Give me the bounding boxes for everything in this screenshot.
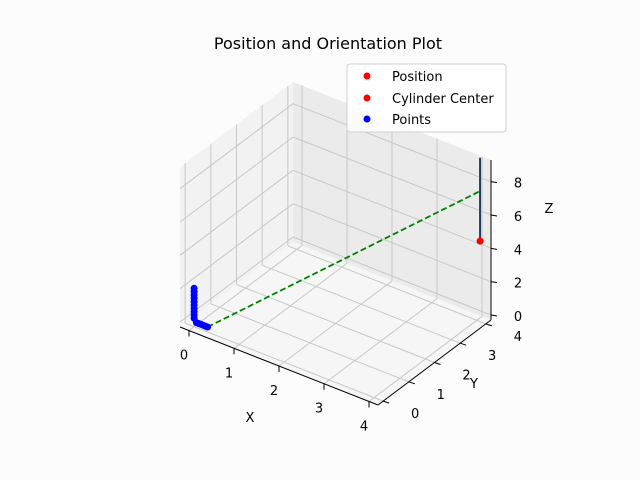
grid-line-y (261, 264, 461, 344)
grid-line-z (179, 236, 294, 323)
y-tick (382, 400, 390, 404)
data-point-points (204, 323, 212, 331)
y-tick (485, 323, 493, 327)
legend-marker-position (363, 72, 371, 80)
z-tick-label: 0 (514, 310, 522, 325)
y-tick-label: 4 (514, 330, 522, 345)
z-tick-label: 6 (514, 210, 522, 225)
y-tick (408, 381, 415, 385)
legend: Position Cylinder Center Points (346, 63, 507, 133)
y-tick (434, 362, 441, 365)
y-tick (460, 342, 467, 346)
z-tick-label: 4 (514, 243, 522, 258)
y-axis-label: Y (469, 377, 478, 392)
x-tick-label: 2 (270, 384, 278, 399)
data-line-dashed (207, 190, 481, 328)
legend-box (346, 63, 507, 133)
z-tick (490, 281, 498, 284)
z-tick (490, 314, 498, 317)
tick-marks (188, 181, 498, 408)
y-tick-label: 2 (462, 369, 470, 384)
z-axis-label: Z (545, 202, 554, 217)
data-point-points (190, 284, 198, 292)
grid-line-z (179, 136, 294, 223)
data-points (190, 237, 484, 331)
z-tick-label: 2 (514, 277, 522, 292)
grid-line-y (236, 284, 435, 363)
legend-label-cylinder-center: Cylinder Center (392, 92, 494, 107)
y-tick-label: 1 (437, 388, 445, 403)
legend-marker-cylinder-center (363, 94, 371, 102)
x-tick-label: 0 (180, 349, 188, 364)
axes-3d: 0 1 2 3 4 0 1 2 3 4 0 2 4 6 8 X Y Z (179, 82, 554, 435)
grid-line-z (292, 103, 492, 183)
grid-line-z (179, 169, 294, 256)
grid-line-y (287, 245, 487, 325)
grid-line-z (292, 169, 492, 249)
grid-line-z (179, 103, 294, 190)
legend-label-position: Position (392, 70, 443, 85)
tick-labels: 0 1 2 3 4 0 1 2 3 4 0 2 4 6 8 (180, 177, 522, 435)
grid-line-y (210, 303, 410, 383)
data-lines (207, 157, 482, 328)
x-tick-label: 3 (315, 402, 323, 417)
chart-title: Position and Orientation Plot (214, 34, 442, 53)
z-tick (490, 214, 498, 217)
grid-line-z (179, 203, 294, 290)
legend-label-points: Points (392, 113, 431, 128)
x-axis-label: X (246, 411, 255, 426)
y-tick-label: 0 (411, 407, 419, 422)
grid-line-z (292, 236, 492, 316)
z-tick-label: 8 (514, 177, 522, 192)
grid-lines (179, 85, 492, 402)
x-tick-label: 4 (360, 420, 368, 435)
legend-marker-points (363, 115, 371, 123)
x-tick-label: 1 (225, 366, 233, 381)
z-tick (490, 247, 498, 250)
data-point-position (476, 237, 484, 245)
grid-line-y (184, 322, 384, 402)
grid-line-z (292, 203, 492, 283)
y-tick-label: 3 (488, 349, 496, 364)
z-tick (490, 181, 498, 184)
